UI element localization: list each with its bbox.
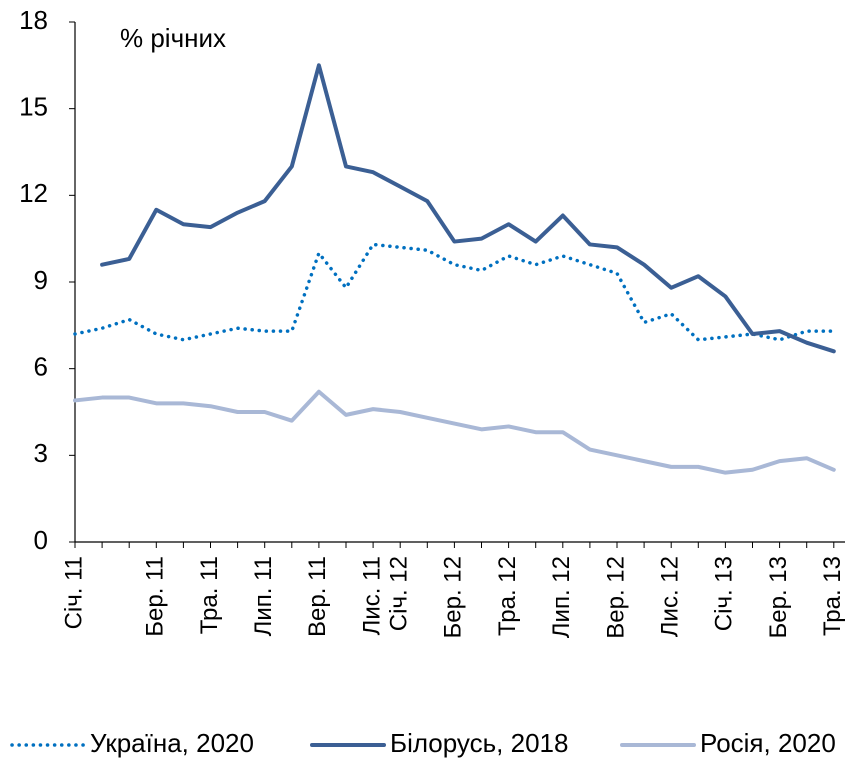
x-tick-label: Січ. 12 — [386, 556, 413, 631]
x-tick-label: Бер. 13 — [765, 556, 792, 638]
x-tick-label: Лис. 11 — [358, 556, 385, 635]
series-line — [100, 63, 836, 354]
x-tick-label: Бер. 12 — [440, 556, 467, 638]
y-tick-label: 15 — [19, 92, 48, 122]
y-tick-label: 0 — [34, 525, 48, 555]
x-tick-label: Тра. 13 — [819, 556, 846, 636]
x-tick-label: Тра. 11 — [196, 556, 223, 634]
x-tick-label: Лис. 12 — [657, 556, 684, 637]
y-tick-label: 6 — [34, 352, 48, 382]
y-tick-label: 18 — [19, 5, 48, 35]
y-tick-label: 3 — [34, 438, 48, 468]
legend-label: Росія, 2020 — [700, 728, 836, 758]
legend-label: Україна, 2020 — [90, 728, 254, 758]
y-tick-label: 9 — [34, 265, 48, 295]
x-tick-label: Бер. 11 — [142, 556, 169, 637]
x-tick-label: Лип. 12 — [548, 556, 575, 638]
legend-label: Білорусь, 2018 — [390, 728, 568, 758]
series-line — [73, 389, 836, 475]
x-tick-label: Вер. 12 — [602, 556, 629, 639]
x-tick-label: Січ. 13 — [711, 556, 738, 631]
x-tick-label: Лип. 11 — [250, 556, 277, 636]
x-tick-label: Січ. 11 — [60, 556, 87, 629]
chart-title: % річних — [120, 23, 226, 53]
y-tick-label: 12 — [19, 178, 48, 208]
x-tick-label: Вер. 11 — [304, 556, 331, 637]
x-tick-label: Тра. 12 — [494, 556, 521, 636]
